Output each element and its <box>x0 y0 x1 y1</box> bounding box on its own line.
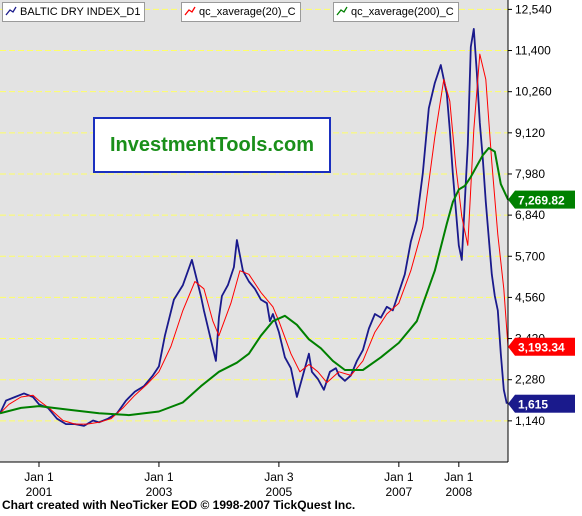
last-value-label: 3,193.34 <box>508 337 575 356</box>
last-value-pointer <box>508 190 515 209</box>
line-chart-icon <box>5 5 17 17</box>
x-tick-label: 2005 <box>266 485 293 499</box>
last-value-text: 1,615 <box>518 398 548 412</box>
plot-background <box>0 0 508 462</box>
legend-item-bdi: BALTIC DRY INDEX_D1 <box>2 2 146 22</box>
legend-item-ema200: qc_xaverage(200)_C <box>333 2 459 22</box>
x-tick-label: Jan 1 <box>384 470 414 484</box>
y-tick-label: 9,120 <box>515 126 545 140</box>
y-tick-label: 10,260 <box>515 85 552 99</box>
y-tick-label: 12,540 <box>515 2 552 16</box>
last-value-box <box>515 394 575 413</box>
chart-credit: Chart created with NeoTicker EOD © 1998-… <box>2 498 356 512</box>
x-tick-label: Jan 3 <box>264 470 294 484</box>
last-value-box <box>515 337 575 356</box>
legend-item-ema20: qc_xaverage(20)_C <box>181 2 301 22</box>
y-tick-label: 11,400 <box>515 44 551 58</box>
x-tick-label: Jan 1 <box>444 470 474 484</box>
last-value-pointer <box>508 337 515 356</box>
x-tick-label: 2007 <box>385 485 412 499</box>
y-tick-label: 5,700 <box>515 249 545 263</box>
series-line <box>0 27 508 427</box>
legend-label-bdi: BALTIC DRY INDEX_D1 <box>20 6 141 18</box>
x-tick-label: Jan 1 <box>24 470 54 484</box>
line-chart-icon <box>184 5 196 17</box>
y-tick-label: 6,840 <box>515 208 545 222</box>
y-tick-label: 1,140 <box>515 414 545 428</box>
x-tick-label: 2008 <box>445 485 472 499</box>
legend-label-ema20: qc_xaverage(20)_C <box>199 6 296 18</box>
x-tick-label: Jan 1 <box>144 470 174 484</box>
x-tick-label: 2003 <box>146 485 173 499</box>
last-value-markers: 7,269.82 3,193.34 1,615 <box>508 190 575 413</box>
x-tick-label: 2001 <box>26 485 53 499</box>
last-value-label: 7,269.82 <box>508 190 575 209</box>
y-tick-label: 2,280 <box>515 373 545 387</box>
watermark-logo: InvestmentTools.com <box>93 117 331 173</box>
last-value-box <box>515 190 575 209</box>
series-layer <box>0 27 509 427</box>
last-value-label: 1,615 <box>508 394 575 413</box>
y-tick-label: 4,560 <box>515 290 545 304</box>
last-value-pointer <box>508 394 515 413</box>
series-line <box>0 53 509 425</box>
line-chart-icon <box>336 5 348 17</box>
series-line <box>0 147 509 417</box>
last-value-text: 3,193.34 <box>518 341 565 355</box>
y-axis: 1,1402,2803,4204,5605,7006,8407,9809,120… <box>508 2 552 428</box>
legend-label-ema200: qc_xaverage(200)_C <box>351 6 454 18</box>
last-value-text: 7,269.82 <box>518 194 565 208</box>
y-tick-label: 7,980 <box>515 167 545 181</box>
